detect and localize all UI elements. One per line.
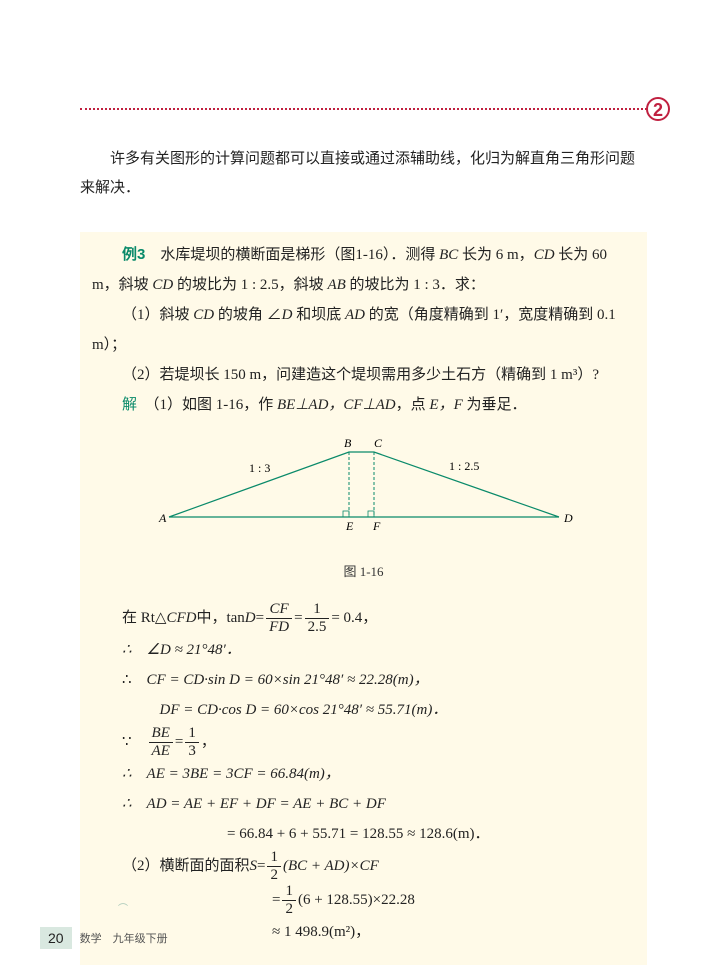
fraction-1-3: 13 [185,725,199,759]
trapezoid-diagram: A B C D E F 1 : 3 1 : 2.5 [149,432,579,542]
math-line-9: （2）横断面的面积 S = 12 (BC + AD)×CF [92,849,635,883]
trapezoid-top [169,452,559,517]
chapter-badge: 2 [646,97,670,121]
question-2: （2）若堤坝长 150 m，问建造这个堤坝需用多少土石方（精确到 1 m³）? [92,360,635,390]
ratio-left: 1 : 3 [249,461,270,475]
intro-paragraph: 许多有关图形的计算问题都可以直接或通过添辅助线，化归为解直角三角形问题来解决． [80,145,647,202]
diagram-caption: 图 1-16 [92,559,635,585]
math-line-8: = 66.84 + 6 + 55.71 = 128.55 ≈ 128.6(m)． [92,819,635,849]
page-number: 20 [40,927,72,949]
math-line-11: ≈ 1 498.9(m²)， [92,917,635,947]
math-line-4: DF = CD·cos D = 60×cos 21°48′ ≈ 55.71(m)… [92,695,635,725]
label-c: C [374,436,383,450]
page-content: 许多有关图形的计算问题都可以直接或通过添辅助线，化归为解直角三角形问题来解决． … [80,145,647,965]
fraction-cf-fd: CFFD [266,601,292,635]
example-block: 例3 水库堤坝的横断面是梯形（图1-16）．测得 BC 长为 6 m，CD 长为… [80,232,647,965]
label-f: F [372,519,381,533]
label-a: A [158,511,167,525]
fraction-1-2.5: 12.5 [305,601,330,635]
example-statement: 例3 水库堤坝的横断面是梯形（图1-16）．测得 BC 长为 6 m，CD 长为… [92,240,635,300]
right-angle-e [343,511,349,517]
math-line-3: ∴ CF = CD·sin D = 60×sin 21°48′ ≈ 22.28(… [92,665,635,695]
header-dotted-line [80,108,647,110]
page-footer: 20 ⌒ 数学 九年级下册 [40,927,168,949]
page-label: 数学 九年级下册 [80,930,168,946]
label-e: E [345,519,354,533]
fraction-be-ae: BEAE [149,725,173,759]
math-line-2: ∴ ∠D ≈ 21°48′． [92,635,635,665]
solution-line: 解 （1）如图 1-16，作 BE⊥AD，CF⊥AD，点 E，F 为垂足． [92,390,635,420]
math-line-6: ∴ AE = 3BE = 3CF = 66.84(m)， [92,759,635,789]
label-b: B [344,436,352,450]
fraction-half-2: 12 [282,883,296,917]
math-line-1: 在 Rt△CFD 中，tan D = CFFD = 12.5 = 0.4， [92,601,635,635]
question-1: （1）斜坡 CD 的坡角 ∠D 和坝底 AD 的宽（角度精确到 1′，宽度精确到… [92,300,635,360]
fraction-half-1: 12 [267,849,281,883]
diagram: A B C D E F 1 : 3 1 : 2.5 [92,432,635,553]
footer-decoration: ⌒ [118,900,128,915]
math-line-7: ∴ AD = AE + EF + DF = AE + BC + DF [92,789,635,819]
solution-label: 解 [122,396,137,413]
math-line-10: = 12 (6 + 128.55)×22.28 [92,883,635,917]
label-d: D [563,511,573,525]
math-line-5: ∵ BEAE = 13 ， [92,725,635,759]
ratio-right: 1 : 2.5 [449,459,479,473]
right-angle-f [368,511,374,517]
example-label: 例3 [122,246,145,263]
